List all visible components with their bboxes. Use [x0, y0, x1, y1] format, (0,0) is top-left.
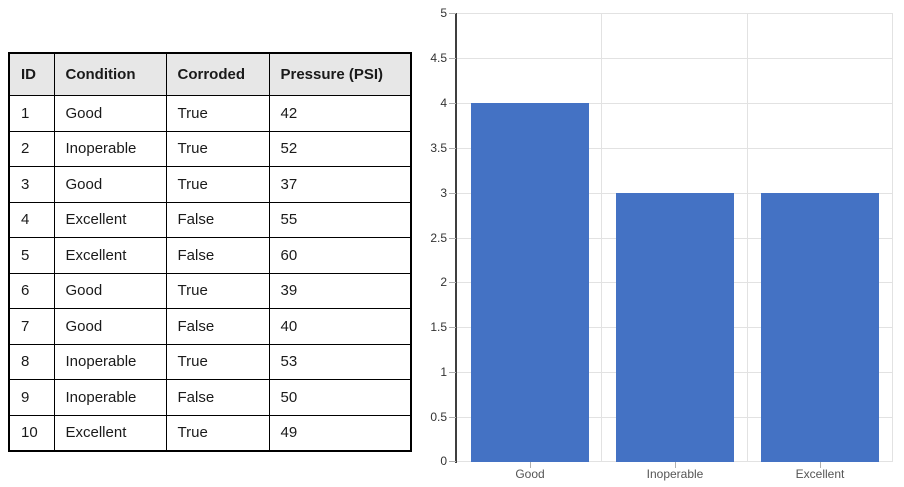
table-cell: Excellent [53, 414, 167, 452]
table-row: 7 Good False 40 [8, 308, 412, 345]
table-cell: 39 [268, 272, 412, 309]
table-cell: Inoperable [53, 379, 167, 416]
table-row: 3 Good True 37 [8, 166, 412, 203]
table-cell: True [165, 95, 270, 132]
y-axis-tick [449, 372, 456, 373]
y-tick-label: 2.5 [430, 231, 447, 245]
table-cell: True [165, 166, 270, 203]
table-cell: 42 [268, 95, 412, 132]
table-cell: 50 [268, 379, 412, 416]
y-axis-line [455, 13, 457, 463]
table-cell: 3 [8, 166, 55, 203]
table-cell: Good [53, 272, 167, 309]
gridline-vertical [892, 13, 893, 462]
x-axis-tick [529, 462, 531, 468]
table-cell: 49 [268, 414, 412, 452]
table-cell: 52 [268, 130, 412, 167]
table-row: 6 Good True 39 [8, 272, 412, 309]
table-cell: True [165, 414, 270, 452]
y-axis-tick [449, 327, 456, 328]
table-cell: 7 [8, 308, 55, 345]
x-category-label: Excellent [795, 467, 845, 481]
table-header-row: ID Condition Corroded Pressure (PSI) [8, 52, 412, 96]
table-cell: Good [53, 166, 167, 203]
table-cell: 53 [268, 343, 412, 380]
table-cell: 5 [8, 237, 55, 274]
column-header-id: ID [8, 52, 55, 96]
table-cell: Inoperable [53, 343, 167, 380]
table-row: 1 Good True 42 [8, 95, 412, 132]
gridline-horizontal [457, 58, 893, 59]
table-row: 5 Excellent False 60 [8, 237, 412, 274]
table-cell: True [165, 130, 270, 167]
x-axis-tick [674, 462, 676, 468]
table-row: 9 Inoperable False 50 [8, 379, 412, 416]
column-header-pressure: Pressure (PSI) [268, 52, 412, 96]
bar-good [471, 103, 589, 462]
table-cell: True [165, 272, 270, 309]
gridline-vertical [747, 13, 748, 462]
y-axis-tick [449, 238, 456, 239]
x-category-label: Inoperable [646, 467, 704, 481]
table-cell: False [165, 237, 270, 274]
table-cell: 2 [8, 130, 55, 167]
bar-inoperable [616, 193, 734, 462]
pipe-data-table: ID Condition Corroded Pressure (PSI) 1 Go… [8, 52, 412, 452]
y-axis-tick [449, 148, 456, 149]
y-tick-label: 4.5 [430, 51, 447, 65]
y-tick-label: 0.5 [430, 410, 447, 424]
y-axis-tick [449, 417, 456, 418]
y-tick-label: 0 [440, 454, 447, 468]
table-cell: 8 [8, 343, 55, 380]
table-cell: Good [53, 308, 167, 345]
bar-excellent [761, 193, 879, 462]
y-tick-label: 3.5 [430, 141, 447, 155]
y-axis-tick [449, 193, 456, 194]
y-tick-label: 3 [440, 186, 447, 200]
table-cell: 37 [268, 166, 412, 203]
table-cell: True [165, 343, 270, 380]
table-cell: 4 [8, 201, 55, 238]
y-axis-tick [449, 103, 456, 104]
gridline-horizontal [457, 13, 893, 14]
y-axis-tick [449, 461, 456, 462]
chart-plot-area [457, 13, 893, 462]
table-cell: Excellent [53, 201, 167, 238]
table-cell: False [165, 308, 270, 345]
x-axis-tick [819, 462, 821, 468]
table-body: 1 Good True 42 2 Inoperable True 52 3 Good True 37 4… [8, 95, 412, 452]
table-row: 10 Excellent True 49 [8, 414, 412, 452]
y-tick-label: 5 [440, 6, 447, 20]
table-cell: 6 [8, 272, 55, 309]
y-axis-tick [449, 13, 456, 14]
y-axis-tick [449, 58, 456, 59]
table-cell: Good [53, 95, 167, 132]
gridline-horizontal [457, 148, 893, 149]
y-tick-label: 4 [440, 96, 447, 110]
y-tick-label: 1.5 [430, 320, 447, 334]
gridline-vertical [601, 13, 602, 462]
table-cell: False [165, 379, 270, 416]
table-cell: 60 [268, 237, 412, 274]
y-tick-label: 1 [440, 365, 447, 379]
table-cell: 40 [268, 308, 412, 345]
y-axis-tick [449, 282, 456, 283]
y-tick-label: 2 [440, 275, 447, 289]
table-row: 8 Inoperable True 53 [8, 343, 412, 380]
x-category-label: Good [515, 467, 545, 481]
gridline-horizontal [457, 103, 893, 104]
